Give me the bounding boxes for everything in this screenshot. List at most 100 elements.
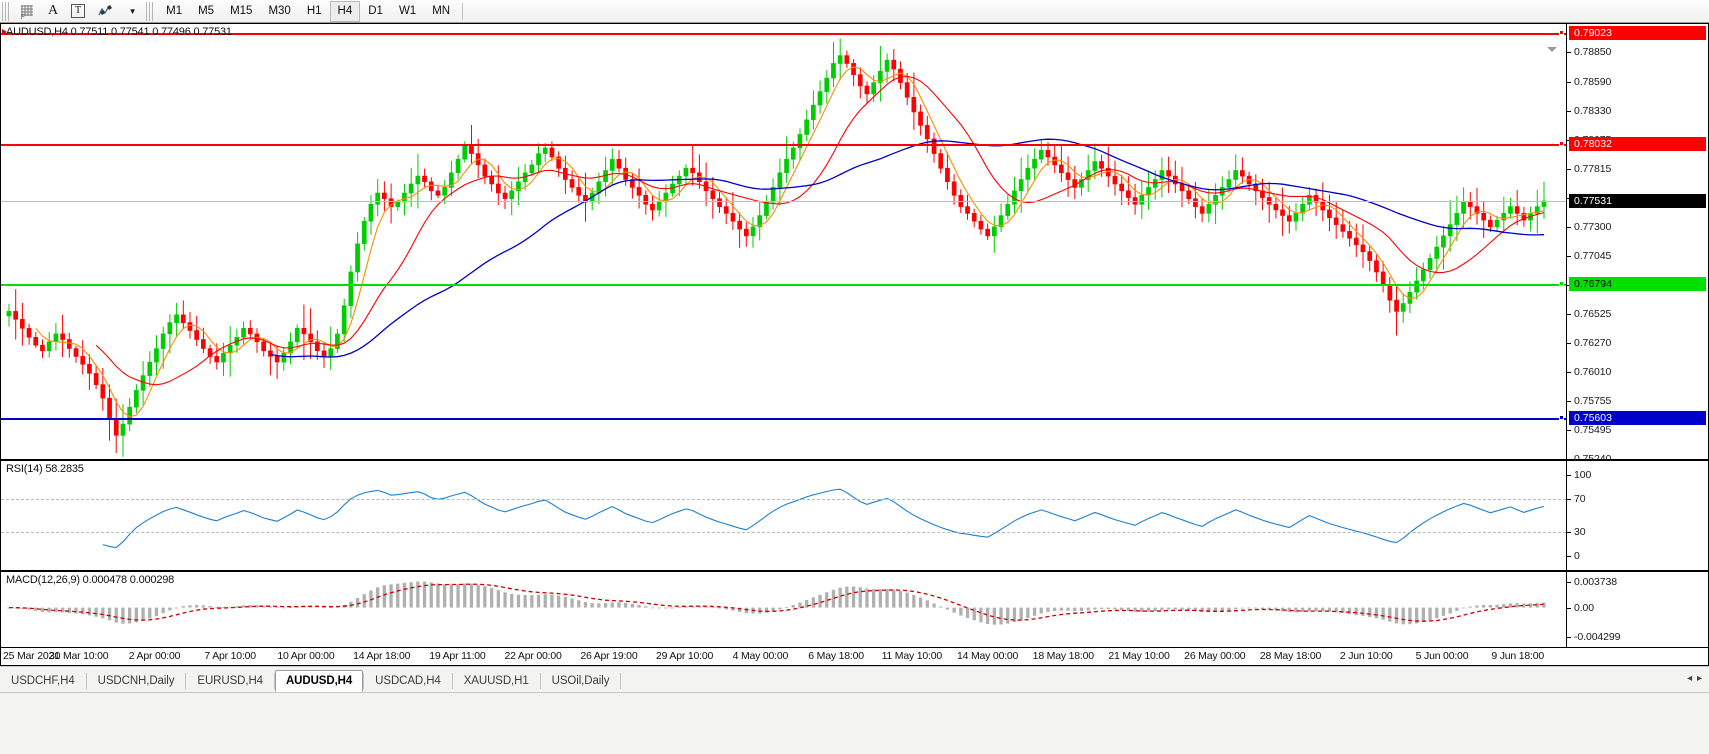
symbol-tabs-bar: USDCHF,H4 USDCNH,Daily EURUSD,H4 AUDUSD,H4 U… [0, 666, 1709, 754]
price-tick: 0.76525 [1567, 308, 1611, 320]
price-plot[interactable] [1, 24, 1566, 459]
level-price-tag-resistance-lower: 0.78032 [1569, 137, 1706, 152]
timeframe-M15[interactable]: M15 [230, 5, 253, 17]
time-tick: 11 May 10:00 [881, 650, 943, 662]
time-tick: 21 May 10:00 [1108, 650, 1170, 662]
level-handle[interactable] [1559, 415, 1564, 421]
price-tick: 0.77045 [1567, 250, 1611, 262]
symbol-tab-usoil[interactable]: USOil,Daily [551, 675, 610, 687]
rsi-series [102, 488, 1545, 549]
price-tick: 0.75755 [1567, 395, 1611, 407]
rsi-pane[interactable]: 100 70 30 0 RSI(14) 58.2835 [0, 460, 1709, 571]
timeframe-M5[interactable]: M5 [198, 5, 215, 17]
time-tick: 6 May 18:00 [808, 650, 864, 662]
svg-text:F: F [21, 15, 25, 19]
text-label-A-icon[interactable]: A [41, 1, 65, 22]
macd-axis[interactable]: 0.003738 0.00 -0.004299 [1566, 572, 1708, 647]
chart-scroll-marker-icon[interactable] [1547, 47, 1557, 52]
time-tick: 30 Mar 10:00 [48, 650, 109, 662]
level-handle[interactable] [1559, 280, 1564, 286]
timeframe-H4[interactable]: H4 [329, 0, 361, 22]
time-tick: 26 May 00:00 [1184, 650, 1246, 662]
symbol-tab-eurusd[interactable]: EURUSD,H4 [197, 675, 263, 687]
level-line-stroke [1, 144, 1566, 147]
level-line-stroke [1, 32, 1566, 35]
price-tick: 0.77300 [1567, 221, 1611, 233]
caret-glyph: ▼ [128, 6, 137, 16]
objects-icon[interactable] [91, 1, 120, 22]
level-left-marker-icon [2, 29, 7, 36]
ma-fast-line [35, 66, 1545, 418]
rsi-tick: 30 [1567, 526, 1586, 538]
tabs-underline [0, 692, 1709, 693]
rsi-tick: 70 [1567, 493, 1586, 505]
level-price-tag-support-green: 0.76794 [1569, 276, 1706, 291]
level-line-stroke [1, 283, 1566, 286]
timeframe-D1[interactable]: D1 [368, 5, 383, 17]
price-axis[interactable]: 0.788500.785900.783300.780750.778150.775… [1566, 24, 1708, 465]
last-price-gridline [1, 200, 1566, 202]
candlestick-series [6, 38, 1547, 457]
ma-slow-line [270, 138, 1545, 358]
last-price-tag: 0.77531 [1569, 193, 1706, 208]
tab-separator [451, 673, 453, 689]
toolbar-grip-1[interactable] [2, 1, 11, 21]
price-tick: 0.76010 [1567, 366, 1611, 378]
price-pane[interactable]: 0.788500.785900.783300.780750.778150.775… [0, 23, 1709, 465]
text-box-T-icon[interactable]: T [65, 1, 91, 22]
time-tick: 4 May 00:00 [732, 650, 789, 662]
macd-plot[interactable] [1, 572, 1566, 647]
symbol-tab-usdchf[interactable]: USDCHF,H4 [11, 675, 75, 687]
chart-area[interactable]: 0.788500.785900.783300.780750.778150.775… [0, 23, 1709, 648]
crosshair-grid-icon[interactable]: F [14, 1, 41, 22]
timeframe-MN[interactable]: MN [432, 5, 451, 17]
rsi-tick: 0 [1567, 550, 1580, 562]
time-tick: 14 Apr 18:00 [353, 650, 411, 662]
tabs-nav-arrows[interactable]: ◂ ▸ [1687, 673, 1703, 684]
macd-pane[interactable]: 0.003738 0.00 -0.004299 MACD(12,26,9) 0.00… [0, 571, 1709, 648]
rsi-label: RSI(14) 58.2835 [6, 463, 84, 475]
symbol-tab-usdcnh[interactable]: USDCNH,Daily [97, 675, 175, 687]
toolbar-separator [462, 2, 464, 20]
symbol-tab-xauusd[interactable]: XAUUSD,H1 [463, 675, 529, 687]
time-tick: 5 Jun 00:00 [1415, 650, 1469, 662]
chart-title: AUDUSD,H4 0.77511 0.77541 0.77496 0.7753… [6, 26, 232, 38]
tab-separator [363, 673, 365, 689]
timeframe-W1[interactable]: W1 [398, 5, 417, 17]
time-axis[interactable]: 25 Mar 2021 30 Mar 10:00 2 Apr 00:00 7 Apr … [0, 648, 1709, 666]
price-tick: 0.77815 [1567, 163, 1611, 175]
tab-separator [85, 673, 87, 689]
price-tick: 0.78330 [1567, 105, 1611, 117]
symbol-tab-audusd[interactable]: AUDUSD,H4 [274, 670, 364, 692]
level-handle[interactable] [1559, 141, 1564, 147]
macd-label: MACD(12,26,9) 0.000478 0.000298 [6, 574, 175, 586]
time-tick: 2 Jun 10:00 [1339, 650, 1393, 662]
time-tick: 22 Apr 00:00 [504, 650, 562, 662]
level-handle[interactable] [1559, 29, 1564, 35]
text-label-A-glyph: A [47, 3, 59, 18]
time-tick: 7 Apr 10:00 [204, 650, 256, 662]
timeframe-H1[interactable]: H1 [306, 5, 322, 17]
time-tick: 25 Mar 2021 [3, 650, 60, 662]
time-tick: 10 Apr 00:00 [277, 650, 335, 662]
text-box-T-glyph: T [71, 4, 86, 18]
level-line-stroke [1, 418, 1566, 421]
time-tick: 26 Apr 19:00 [580, 650, 638, 662]
tab-separator [185, 673, 187, 689]
macd-series [7, 581, 1546, 625]
rsi-plot[interactable] [1, 461, 1566, 570]
rsi-axis[interactable]: 100 70 30 0 [1566, 461, 1708, 570]
price-tick: 0.78590 [1567, 76, 1611, 88]
time-tick: 14 May 00:00 [956, 650, 1019, 662]
macd-tick: 0.003738 [1567, 576, 1617, 588]
main-toolbar: F A T ▼ M1 M5 M15 M30 H1 H4 D1 W1 MN [0, 0, 1709, 23]
time-tick: 19 Apr 11:00 [429, 650, 486, 662]
objects-dropdown-caret[interactable]: ▼ [120, 1, 144, 22]
symbol-tab-usdcad[interactable]: USDCAD,H4 [375, 675, 441, 687]
timeframe-M1[interactable]: M1 [166, 5, 183, 17]
timeframe-M30[interactable]: M30 [268, 5, 291, 17]
toolbar-grip-2[interactable] [146, 1, 156, 21]
price-tick: 0.76270 [1567, 337, 1611, 349]
macd-tick: -0.004299 [1567, 631, 1621, 643]
